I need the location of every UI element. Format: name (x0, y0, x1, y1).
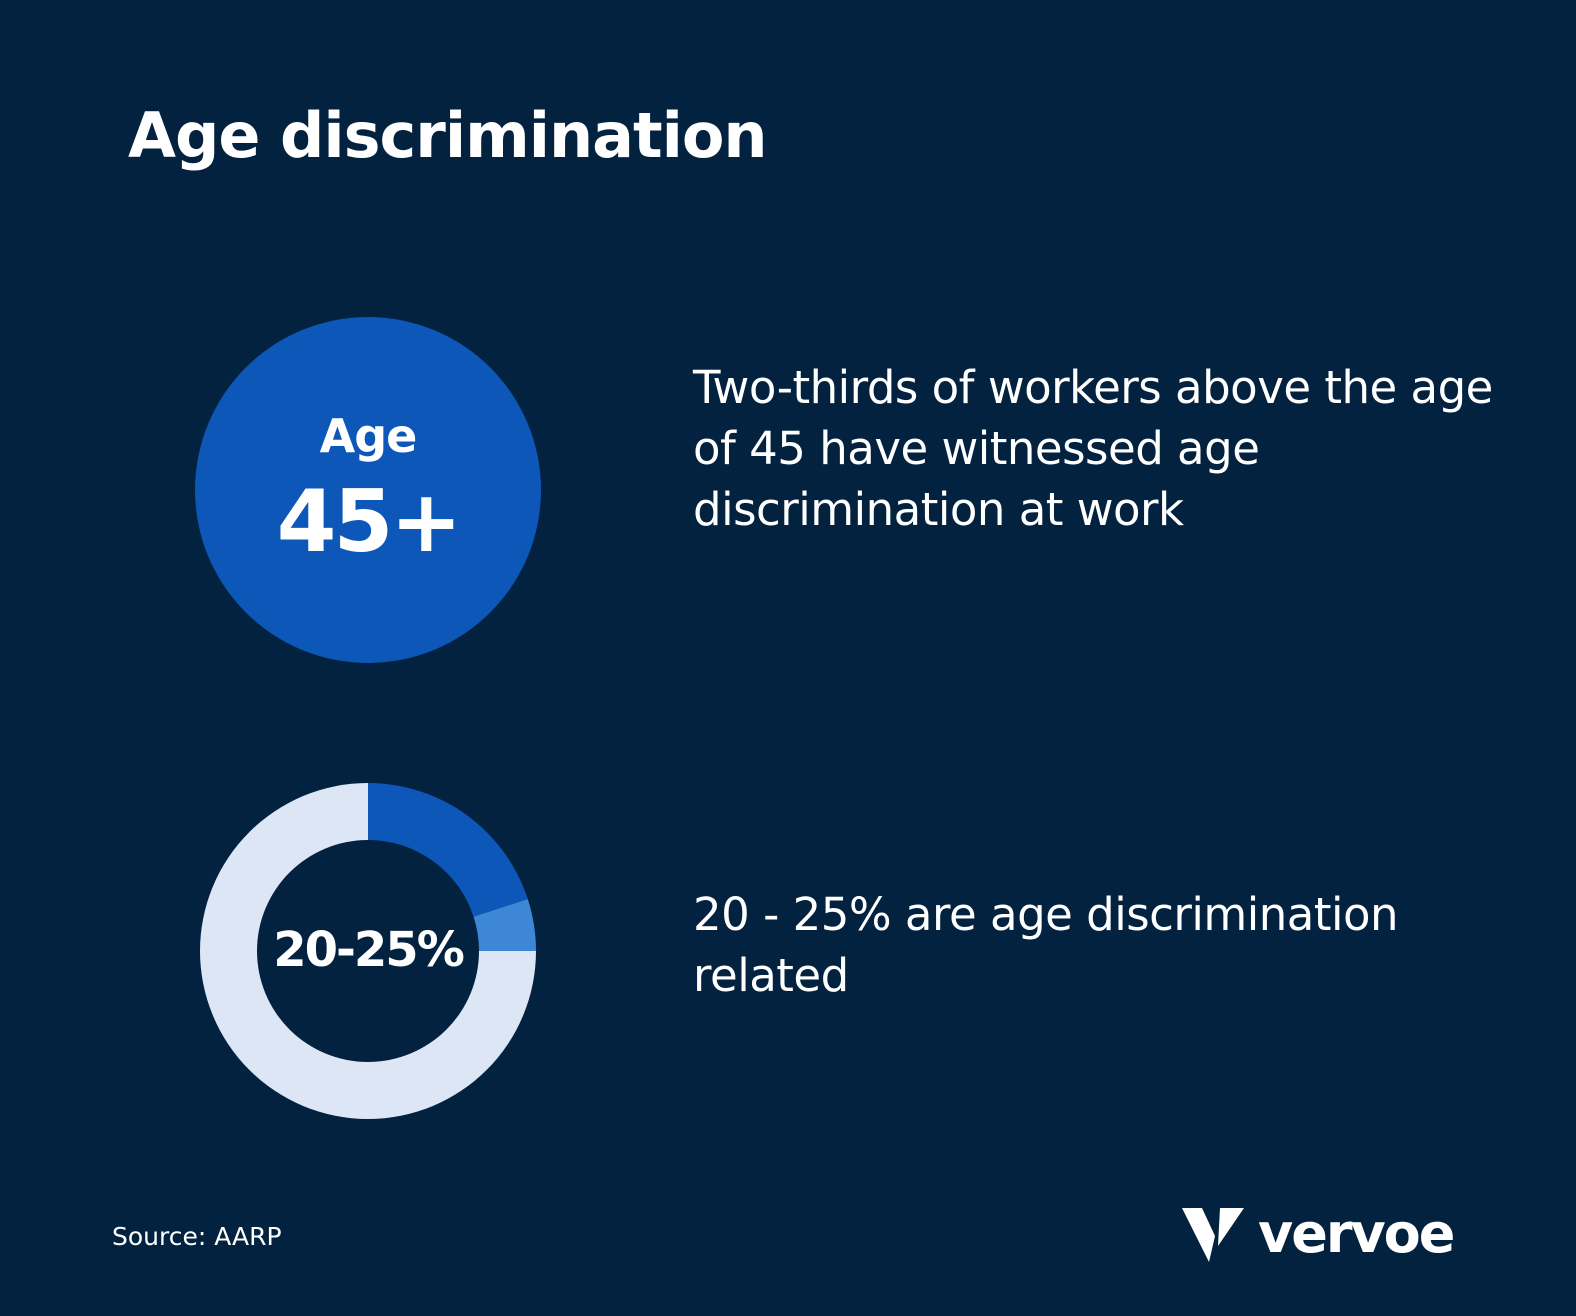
source-citation: Source: AARP (112, 1222, 282, 1251)
age-circle: Age 45+ (195, 317, 541, 663)
donut-center-label: 20-25% (273, 922, 465, 978)
age-circle-value: 45+ (276, 472, 463, 572)
brand-logo: vervoe (1182, 1202, 1455, 1265)
vervoe-v-logo-icon (1182, 1208, 1244, 1262)
donut-chart-svg (200, 783, 536, 1119)
donut-slice-2 (200, 783, 536, 1119)
donut-slice-1 (473, 899, 536, 951)
page-title: Age discrimination (128, 99, 768, 172)
donut-chart: 20-25% (199, 782, 537, 1120)
donut-slice-0 (368, 783, 528, 917)
age-circle-label: Age (319, 409, 418, 463)
stat-percent-text: 20 - 25% are age discrimination related (693, 888, 1399, 1002)
stat-two-thirds-text: Two-thirds of workers above the age of 4… (693, 361, 1493, 536)
brand-name: vervoe (1258, 1202, 1455, 1265)
